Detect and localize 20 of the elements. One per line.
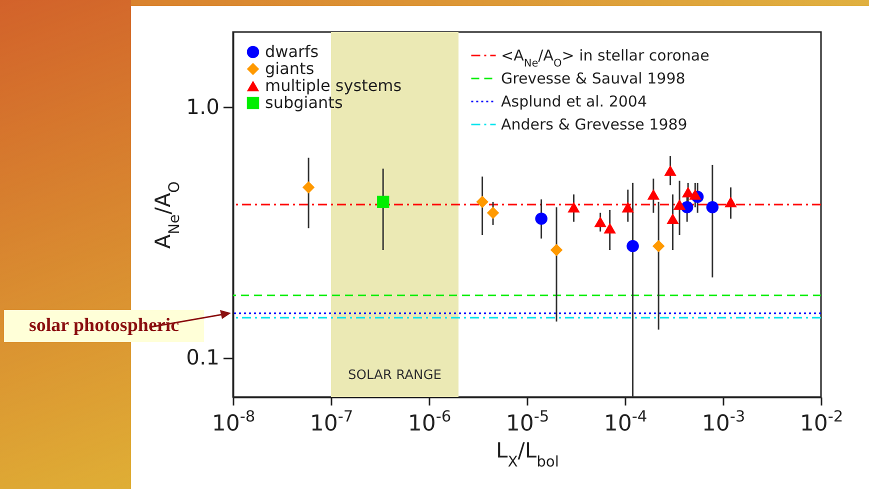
legend-label: Grevesse & Sauval 1998 (501, 70, 686, 88)
legend-label: Anders & Grevesse 1989 (501, 116, 688, 134)
annotation: solar photospheric (4, 310, 204, 342)
x-tick-label: 10$^{-8}$ (212, 408, 256, 436)
legend-label: dwarfs (265, 42, 319, 61)
x-tick-label: 10$^{-6}$ (408, 408, 452, 436)
band-label: SOLAR RANGE (348, 368, 442, 383)
x-axis-title: L$_{X}$/L$_{bol}$ (496, 438, 559, 470)
x-tick-label: 10$^{-3}$ (702, 408, 746, 436)
x-tick-label: 10$^{-4}$ (604, 408, 648, 436)
legend-label: <A$_{Ne}$/A$_{O}$> in stellar coronae (501, 46, 710, 70)
y-tick-label: 0.1 (186, 346, 220, 370)
legend-label: multiple systems (265, 76, 402, 95)
x-tick-label: 10$^{-7}$ (310, 408, 354, 436)
x-tick-label: 10$^{-5}$ (506, 408, 550, 436)
legend-label: subgiants (265, 93, 343, 112)
y-tick-label: 1.0 (186, 94, 220, 119)
legend-label: Asplund et al. 2004 (501, 92, 648, 110)
legend-label: giants (265, 59, 314, 78)
x-tick-label: 10$^{-2}$ (800, 408, 844, 436)
